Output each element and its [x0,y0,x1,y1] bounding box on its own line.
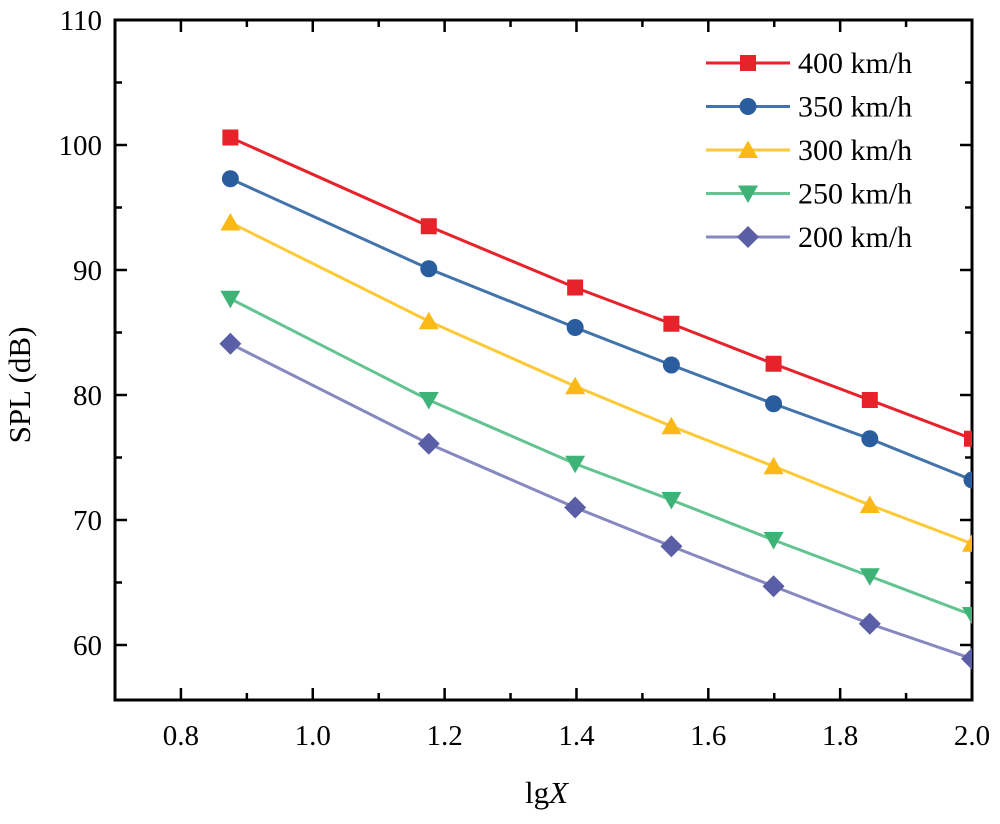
diamond-marker [737,226,759,248]
triangle-up-marker [962,534,972,552]
square-marker [765,355,782,372]
triangle-up-marker [661,416,682,435]
square-marker [420,218,437,235]
square-marker [567,279,584,296]
circle-marker [765,395,783,413]
diamond-marker [564,496,587,519]
diamond-marker [762,575,785,598]
triangle-up-marker [859,495,880,513]
x-tick-label: 1.6 [690,720,726,752]
y-tick-label: 70 [73,505,102,537]
triangle-up-marker [763,456,784,475]
legend-item-250-km-h: 250 km/h [706,178,912,211]
y-tick-label: 90 [73,255,102,287]
legend-item-200-km-h: 200 km/h [706,221,912,254]
square-marker [222,129,239,146]
triangle-up-marker [220,213,241,231]
diamond-marker [219,332,242,355]
y-axis-tick-labels: 60 70 80 90 100 110 [59,5,103,662]
circle-marker [861,430,879,448]
triangle-up-marker [565,376,586,395]
series-layer [219,129,972,670]
diamond-marker [417,432,440,455]
x-axis-tick-labels: 0.8 1.0 1.2 1.4 1.6 1.8 2.0 [163,720,990,752]
circle-marker [662,356,680,374]
square-marker [740,55,756,71]
legend-item-400-km-h: 400 km/h [706,47,912,80]
x-tick-label: 1.8 [822,720,858,752]
x-tick-label: 2.0 [954,720,990,752]
axis-ticks [115,18,974,700]
square-marker [964,430,972,447]
triangle-down-marker [763,532,784,550]
square-marker [861,392,878,408]
triangle-down-marker [565,455,586,474]
legend-label: 350 km/h [798,91,912,124]
x-tick-label: 1.4 [558,720,595,752]
triangle-up-marker [738,140,758,158]
triangle-down-marker [661,492,682,510]
y-tick-label: 100 [59,130,103,162]
circle-marker [963,471,972,489]
x-tick-label: 1.0 [295,720,331,752]
triangle-down-marker [859,568,880,586]
square-marker [663,315,680,332]
series-300-km-h [220,213,972,552]
legend-item-350-km-h: 350 km/h [706,91,912,124]
circle-marker [420,260,438,278]
circle-marker [566,319,584,336]
x-axis-label: lgX [525,775,569,810]
legend: 400 km/h 350 km/h 300 km/h 250 km/h 200 km/h [706,47,912,254]
y-tick-label: 80 [73,380,102,412]
diamond-marker [858,612,881,635]
triangle-down-marker [738,185,758,203]
legend-label: 250 km/h [798,178,912,211]
circle-marker [221,170,239,188]
diamond-marker [660,535,683,558]
legend-item-300-km-h: 300 km/h [706,134,912,167]
triangle-down-marker [220,290,241,309]
series-400-km-h [222,129,972,447]
y-tick-label: 60 [73,630,102,662]
circle-marker [739,98,757,115]
y-tick-label: 110 [60,5,102,37]
x-tick-label: 1.2 [426,720,462,752]
series-200-km-h [219,332,972,670]
x-tick-label: 0.8 [163,720,199,752]
plot-frame [113,18,974,702]
series-350-km-h [221,170,972,489]
y-axis-label: SPL (dB) [2,327,37,444]
legend-label: 200 km/h [798,221,912,254]
diamond-marker [961,647,972,670]
triangle-down-marker [962,607,972,625]
series-line [229,297,972,617]
legend-label: 300 km/h [798,134,912,167]
series-line [229,221,972,546]
legend-label: 400 km/h [798,47,912,80]
series-250-km-h [220,290,972,625]
triangle-up-marker [418,311,439,330]
triangle-down-marker [418,392,439,410]
